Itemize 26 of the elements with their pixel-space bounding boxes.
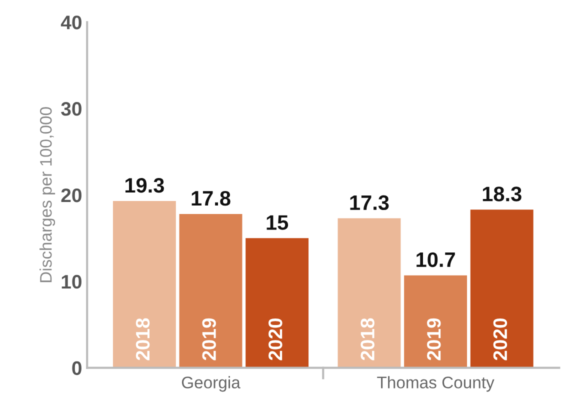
y-tick-label: 30 [61, 102, 82, 116]
data-label: 15 [266, 215, 288, 230]
bar [246, 238, 309, 368]
y-tick-label: 20 [61, 188, 82, 202]
series-label: 2019 [202, 318, 216, 360]
data-label: 18.3 [482, 186, 522, 202]
data-label: 17.8 [192, 190, 230, 206]
bar [404, 275, 468, 368]
data-label: 17.3 [350, 195, 389, 210]
y-axis-title: Discharges per 100,000 [40, 107, 56, 282]
bar [338, 218, 401, 368]
bar [179, 214, 242, 368]
data-label: 19.3 [125, 178, 164, 193]
y-tick-label: 40 [60, 16, 82, 30]
y-tick-label: 10 [62, 274, 82, 289]
text: 2019 [427, 318, 441, 360]
series-label: 2020 [268, 318, 282, 360]
text: 2018 [360, 318, 374, 360]
series-label: 2018 [136, 318, 150, 360]
text: 2020 [493, 318, 508, 360]
x-tick-label: Thomas County [377, 376, 494, 392]
bar [112, 201, 176, 368]
bar [470, 210, 534, 368]
x-tick-label: Georgia [182, 376, 240, 392]
y-tick-label: 0 [72, 361, 82, 376]
data-label: 10.7 [416, 252, 455, 268]
